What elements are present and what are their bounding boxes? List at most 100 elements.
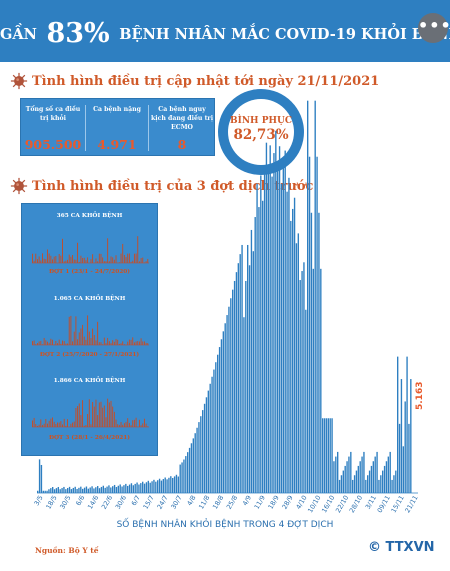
mini-bar [58, 254, 60, 263]
bar [314, 100, 316, 494]
mini-bar [45, 340, 47, 345]
mini-bar [120, 343, 122, 345]
bar [151, 481, 153, 493]
mini-bar [58, 339, 60, 345]
bar [248, 265, 251, 493]
bar [262, 200, 264, 493]
bar [265, 142, 268, 493]
title-percent: 83% [46, 18, 110, 49]
bar [350, 451, 352, 493]
bar [211, 376, 213, 493]
mini-bar [82, 400, 84, 427]
mini-bar [78, 403, 80, 427]
bar [93, 488, 95, 493]
mini-bar [60, 255, 62, 263]
mini-bar [117, 424, 119, 427]
mini-bar [50, 255, 52, 263]
x-tick-label: 28/10 [348, 494, 364, 514]
bar [228, 306, 230, 493]
bar [209, 383, 211, 493]
mini-bar [62, 424, 63, 427]
bar [307, 100, 309, 494]
ttxvn-logo: © TTXVN [368, 540, 435, 555]
mini-bar [98, 402, 100, 427]
bar [123, 485, 125, 493]
bar [380, 475, 382, 493]
bar [290, 220, 292, 493]
bar [286, 191, 288, 493]
mini-bar [55, 424, 57, 427]
mini-bar [85, 260, 87, 263]
previous-waves-panel: 365 CA KHỎI BỆNH ĐỢT 1 (23/1 - 24/7/2020… [21, 203, 158, 456]
section-waves-title: Tình hình điều trị của 3 đợt dịch trước [10, 177, 313, 195]
mini-bar [98, 253, 100, 263]
bar [166, 479, 168, 493]
mini-bar [147, 343, 149, 345]
bar [42, 490, 45, 493]
x-tick-label: 18/8 [211, 494, 225, 511]
mini-bar [147, 426, 149, 427]
mini-bar [122, 424, 124, 427]
bar [408, 423, 410, 493]
x-tick-label: 30/7 [169, 494, 183, 511]
source-note: Nguồn: Bộ Y tế [35, 546, 99, 555]
title-suffix: BỆNH NHÂN MẮC COVID-19 KHỎI BỆNH [119, 26, 450, 43]
bar [194, 433, 196, 493]
main-bar-chart: 3/5 18/5 30/5 6/6 14/6 22/6 30/6 6/7 15/7 24/7 30/… [33, 100, 425, 514]
bar [410, 379, 412, 493]
mini-bar [58, 422, 60, 427]
bar [322, 418, 324, 493]
mini-bar [65, 425, 67, 427]
bar [220, 339, 223, 493]
mini-bar [120, 253, 122, 263]
mini-bar [87, 413, 89, 427]
bar [187, 452, 189, 493]
bar [95, 487, 97, 493]
mini-bar [92, 254, 94, 263]
stat-ecmo: Ca bệnh nguy kịch đang điều trị ECMO 8 [149, 99, 215, 155]
x-tick-label: 15/7 [142, 494, 156, 511]
mini-bar [85, 425, 87, 427]
mini-bar [145, 423, 147, 427]
mini-bar [80, 255, 82, 263]
mini-bar [133, 419, 135, 427]
bar [241, 244, 243, 493]
x-tick-label: 3/5 [33, 494, 45, 507]
mini-bar [98, 342, 100, 345]
mini-bar [72, 341, 74, 345]
bar [335, 456, 337, 493]
mini-bar [137, 236, 139, 263]
bar [104, 487, 106, 493]
mini-bar [147, 258, 149, 263]
bar [121, 486, 123, 493]
mini-bar [100, 342, 102, 345]
mini-bar [90, 424, 92, 427]
wave-2-label: ĐỢT 2 (25/7/2020 - 27/1/2021) [39, 352, 140, 358]
bar [215, 362, 217, 493]
mini-bar [135, 417, 137, 427]
bar [198, 422, 200, 493]
mini-bar [112, 257, 114, 263]
bar [115, 487, 118, 493]
mini-bar [80, 415, 82, 427]
x-tick-label: 30/6 [114, 494, 128, 511]
bar [117, 485, 120, 493]
mini-bar [118, 262, 120, 263]
bar [278, 146, 281, 494]
bar [102, 485, 105, 493]
mini-bar [120, 421, 122, 427]
mini-bar [80, 328, 82, 345]
bar [297, 233, 300, 493]
bar [40, 464, 43, 493]
wave-2-count: 1.065 CA KHỎI BỆNH [53, 296, 126, 302]
mini-bar [142, 341, 144, 345]
bar [303, 262, 305, 493]
x-tick-label: 21/11 [403, 494, 419, 514]
x-tick-label: 14/6 [86, 494, 100, 511]
mini-bar [87, 315, 89, 345]
more-options-button[interactable]: ••• [418, 13, 450, 43]
bar [110, 487, 112, 493]
mini-bar [67, 343, 68, 345]
mini-bar [130, 339, 132, 345]
x-tick-label: 25/8 [225, 494, 239, 511]
